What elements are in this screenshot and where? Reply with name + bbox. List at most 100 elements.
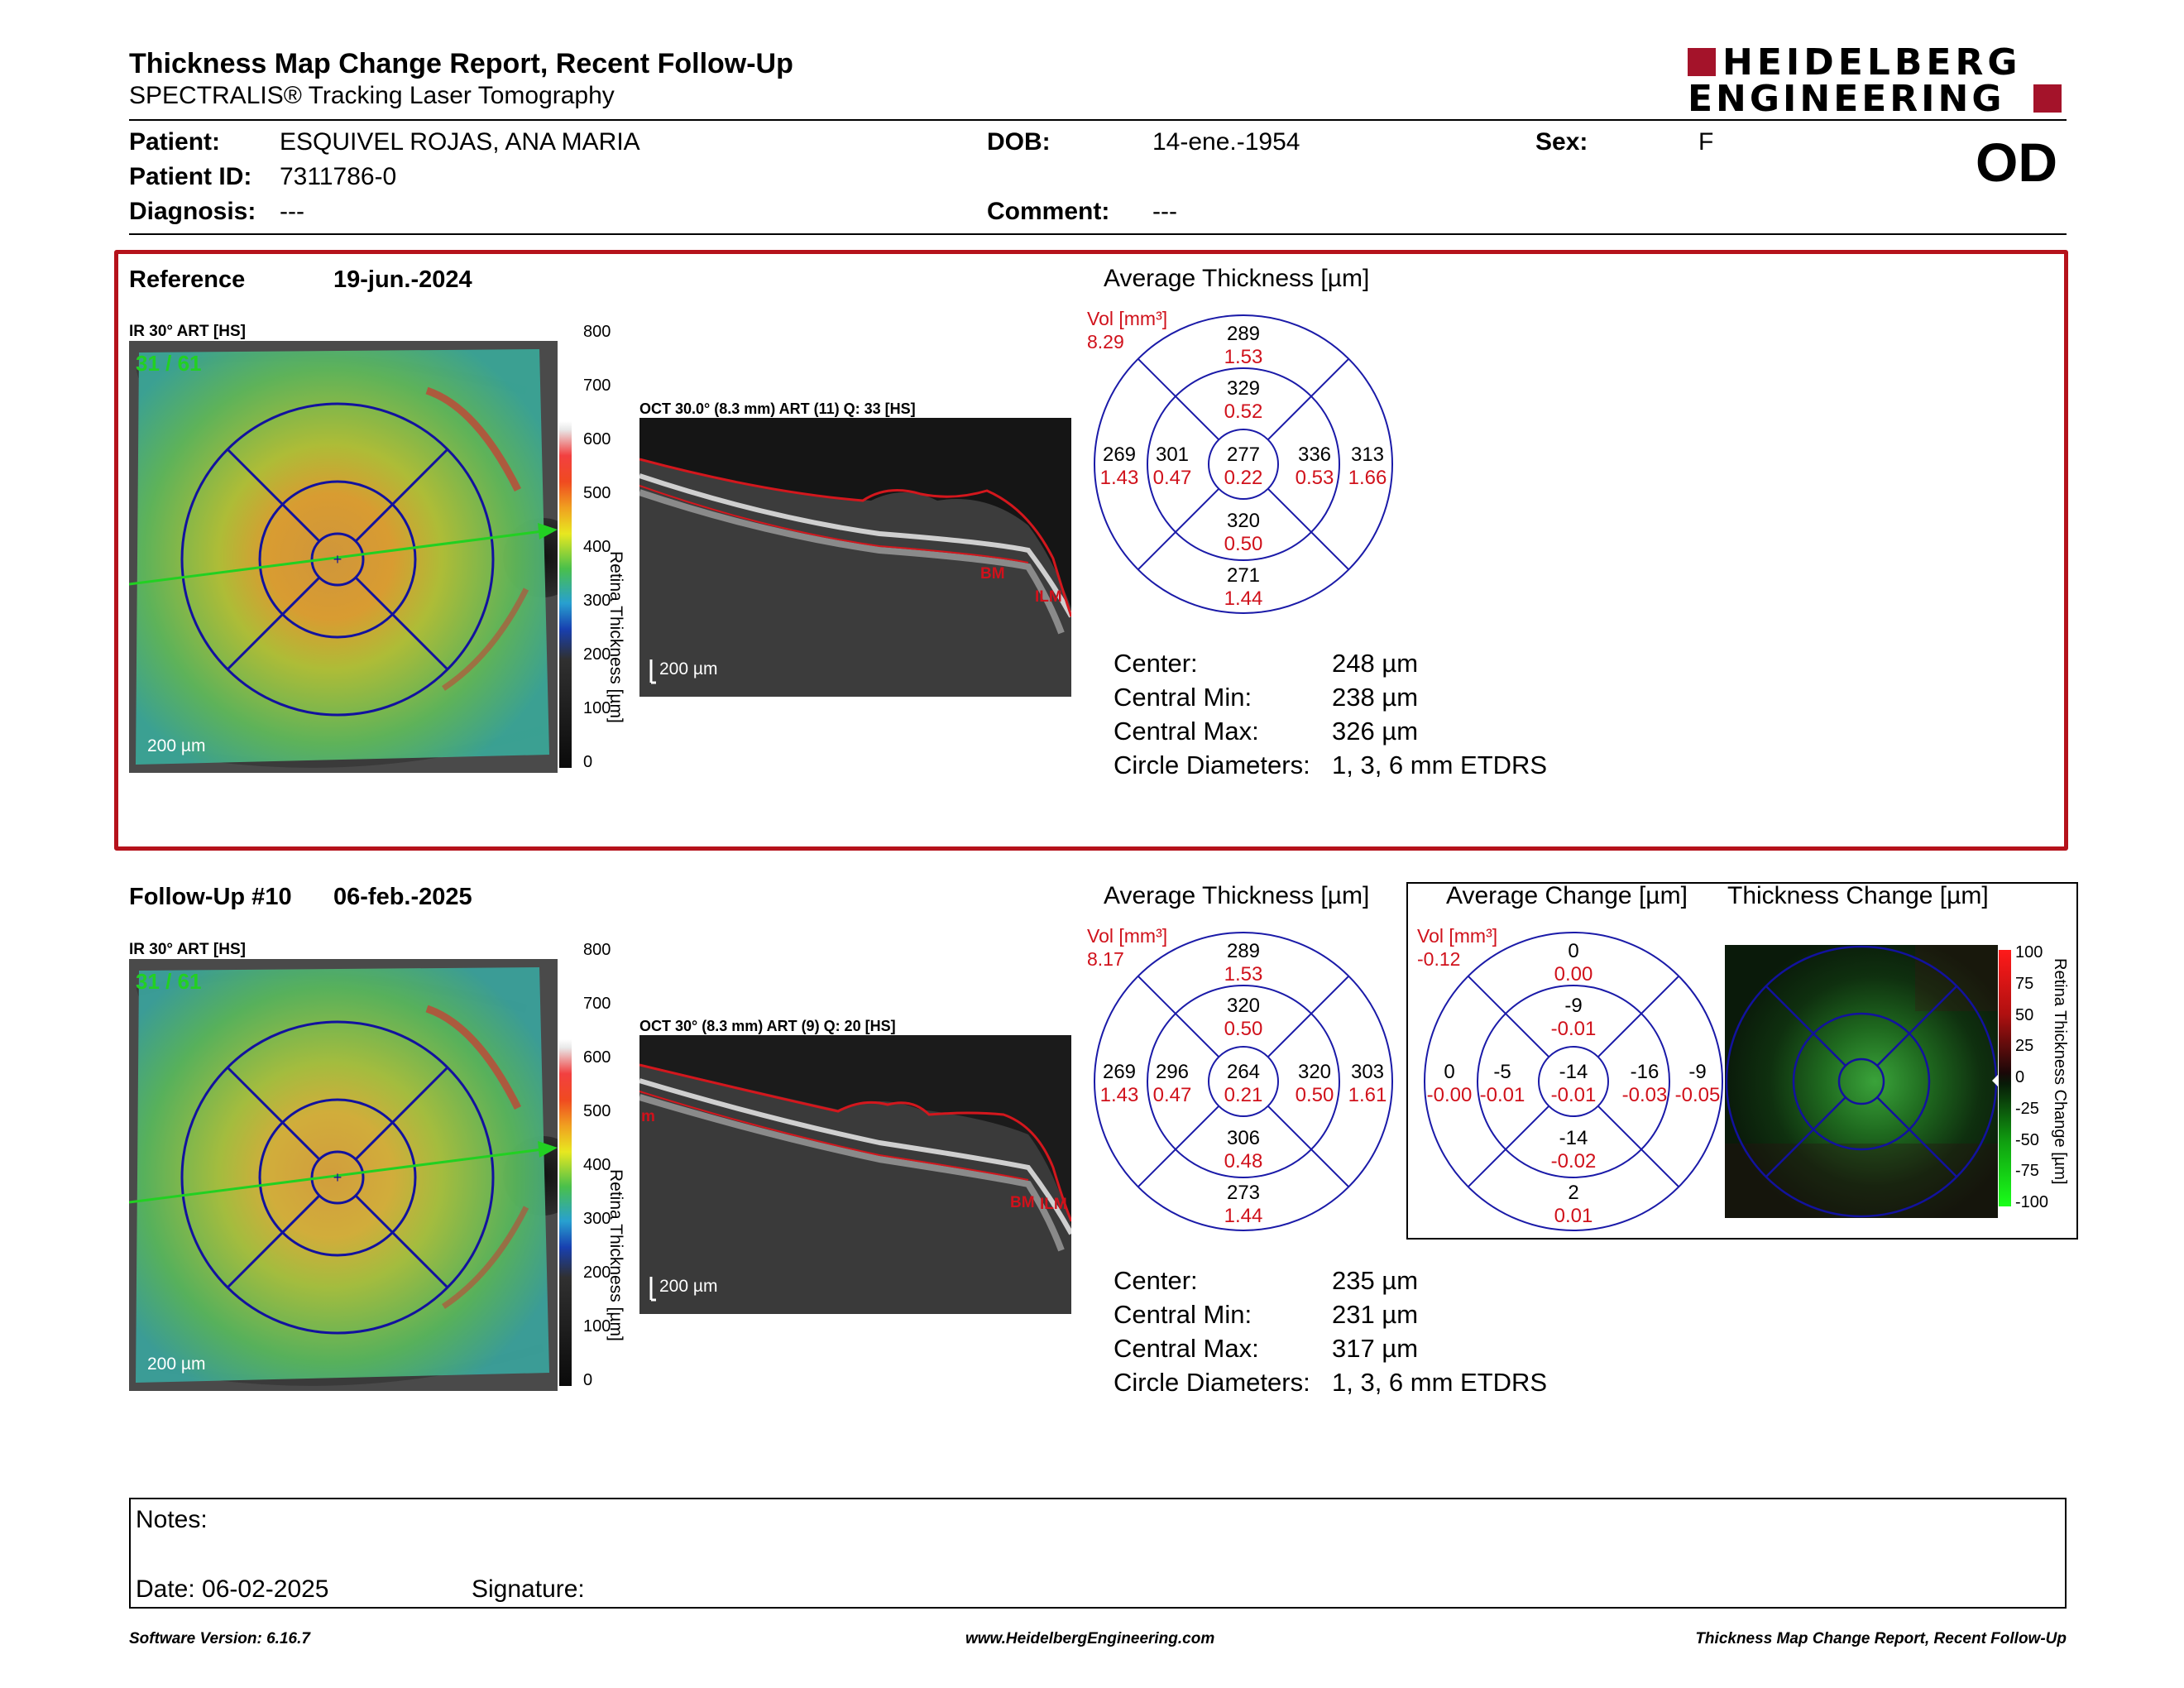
patient-divider bbox=[129, 233, 2067, 235]
followup-scan-counter: 31 / 61 bbox=[136, 969, 202, 994]
reference-vol-value: 8.29 bbox=[1087, 331, 1124, 352]
etdrs-out-i-thickness: 271 bbox=[1227, 564, 1260, 587]
colorbar-tick-label: 100 bbox=[2015, 943, 2043, 961]
etdrs-out-i-thickness: 273 bbox=[1227, 1182, 1260, 1204]
diagnosis-label: Diagnosis: bbox=[129, 198, 256, 225]
change-panel-frame bbox=[1406, 882, 2078, 1240]
followup-ir-label: IR 30° ART [HS] bbox=[129, 941, 246, 958]
colorbar-tick-label: 0 bbox=[583, 753, 593, 771]
reference-thickness-colorbar bbox=[559, 334, 572, 768]
colorbar-tick-label: 700 bbox=[583, 376, 611, 395]
reference-oct-ilm-label: ILM bbox=[1035, 588, 1062, 606]
etdrs-outer-ring bbox=[1094, 314, 1393, 614]
svg-text:+: + bbox=[333, 551, 342, 568]
followup-etdrs-grid: 264 0.21 320 0.50 306 0.48 296 0.47 320 0.50 289 1.… bbox=[1090, 928, 1397, 1240]
etdrs-c-thickness: 277 bbox=[1227, 444, 1260, 466]
header-divider bbox=[129, 119, 2067, 121]
patient-id-label: Patient ID: bbox=[129, 163, 252, 190]
etdrs-c-volume: 0.21 bbox=[1224, 1084, 1263, 1106]
diagnosis-value: --- bbox=[280, 198, 304, 225]
etdrs-in-i-thickness: -14 bbox=[1559, 1127, 1588, 1149]
colorbar-tick-label: 200 bbox=[583, 1264, 611, 1282]
followup-label: Follow-Up #10 bbox=[129, 884, 292, 910]
footer-version: Software Version: 6.16.7 bbox=[129, 1630, 310, 1647]
etdrs-out-t-thickness: 269 bbox=[1103, 444, 1136, 466]
etdrs-in-n-thickness: 336 bbox=[1298, 444, 1331, 466]
etdrs-in-t-volume: 0.47 bbox=[1153, 467, 1192, 489]
followup-min-value: 231 µm bbox=[1332, 1300, 1419, 1329]
change-colorbar-marker bbox=[1992, 1074, 1999, 1087]
etdrs-c-thickness: 264 bbox=[1227, 1061, 1260, 1083]
reference-avg-thickness-title: Average Thickness [µm] bbox=[1104, 265, 1370, 292]
footer-url[interactable]: www.HeidelbergEngineering.com bbox=[965, 1630, 1215, 1647]
reference-label: Reference bbox=[129, 266, 246, 293]
colorbar-tick-label: 50 bbox=[2015, 1005, 2034, 1024]
followup-oct-bm-label: BM bbox=[1010, 1194, 1035, 1211]
followup-oct-scale: 200 µm bbox=[659, 1277, 718, 1296]
followup-thickness-map: + 31 / 61 200 µm bbox=[129, 959, 558, 1391]
colorbar-tick-label: 500 bbox=[583, 484, 611, 502]
followup-oct-label: OCT 30° (8.3 mm) ART (9) Q: 20 [HS] bbox=[639, 1018, 896, 1034]
followup-vol-value: 8.17 bbox=[1087, 948, 1124, 970]
reference-max-value: 326 µm bbox=[1332, 717, 1419, 746]
etdrs-sector-divider bbox=[1267, 976, 1349, 1058]
etdrs-in-t-volume: 0.47 bbox=[1153, 1084, 1192, 1106]
change-avg-title: Average Change [µm] bbox=[1446, 882, 1688, 909]
etdrs-sector-divider bbox=[1468, 1105, 1550, 1187]
colorbar-tick-label: 300 bbox=[583, 592, 611, 610]
etdrs-center-ring bbox=[1208, 1046, 1279, 1117]
colorbar-tick-label: 500 bbox=[583, 1102, 611, 1120]
followup-oct-scan: m BM ILM 200 µm bbox=[639, 1035, 1071, 1314]
etdrs-out-t-volume: 1.43 bbox=[1100, 467, 1139, 489]
followup-thickness-map-image: + bbox=[129, 959, 558, 1391]
logo-text-line1: HEIDELBERG bbox=[1722, 41, 2022, 84]
notes-box[interactable] bbox=[129, 1498, 2067, 1609]
reference-max-label: Central Max: bbox=[1114, 717, 1259, 746]
colorbar-tick-label: 600 bbox=[583, 430, 611, 448]
etdrs-sector-divider bbox=[1138, 358, 1220, 441]
followup-max-label: Central Max: bbox=[1114, 1334, 1259, 1363]
etdrs-in-i-thickness: 320 bbox=[1227, 510, 1260, 532]
etdrs-outer-ring bbox=[1424, 932, 1723, 1231]
svg-text:+: + bbox=[333, 1169, 342, 1186]
followup-avg-thickness-title: Average Thickness [µm] bbox=[1104, 882, 1370, 909]
colorbar-tick-label: 100 bbox=[583, 1317, 611, 1336]
etdrs-circle-chart: -14-0.01-9-0.01-14-0.02-5-0.01-16-0.0300… bbox=[1424, 932, 1723, 1231]
etdrs-out-s-volume: 0.00 bbox=[1554, 963, 1593, 985]
etdrs-in-t-volume: -0.01 bbox=[1480, 1084, 1525, 1106]
followup-min-label: Central Min: bbox=[1114, 1300, 1252, 1329]
reference-oct-image bbox=[639, 418, 1071, 697]
colorbar-tick-label: 700 bbox=[583, 995, 611, 1013]
notes-signature[interactable]: Signature: bbox=[472, 1575, 585, 1603]
etdrs-out-i-thickness: 2 bbox=[1568, 1182, 1578, 1204]
followup-circle-value: 1, 3, 6 mm ETDRS bbox=[1332, 1368, 1548, 1397]
etdrs-in-s-thickness: 329 bbox=[1227, 377, 1260, 400]
reference-etdrs-grid: 277 0.22 329 0.52 320 0.50 301 0.47 336 0.53 289 1.… bbox=[1090, 310, 1397, 622]
etdrs-out-i-volume: 0.01 bbox=[1554, 1205, 1593, 1227]
etdrs-out-i-volume: 1.44 bbox=[1224, 587, 1263, 610]
followup-oct-image bbox=[639, 1035, 1071, 1314]
eye-indicator: OD bbox=[1976, 132, 2057, 193]
reference-oct-bm-label: BM bbox=[980, 565, 1005, 583]
etdrs-in-s-volume: -0.01 bbox=[1551, 1018, 1597, 1040]
etdrs-in-s-volume: 0.50 bbox=[1224, 1018, 1263, 1040]
etdrs-c-thickness: -14 bbox=[1559, 1061, 1588, 1083]
etdrs-circle-chart: 2770.223290.523200.503010.473360.532891.… bbox=[1094, 314, 1393, 614]
change-vol-label: Vol [mm³] bbox=[1417, 925, 1498, 947]
etdrs-inner-ring bbox=[1147, 367, 1340, 561]
etdrs-sector-divider bbox=[1138, 976, 1220, 1058]
heidelberg-logo: HEIDELBERG ENGINEERING bbox=[1688, 41, 2065, 120]
etdrs-out-t-volume: -0.00 bbox=[1427, 1084, 1473, 1106]
reference-min-value: 238 µm bbox=[1332, 683, 1419, 712]
colorbar-tick-label: 400 bbox=[583, 538, 611, 556]
reference-scan-counter: 31 / 61 bbox=[136, 351, 202, 376]
change-colorbar bbox=[1999, 950, 2011, 1206]
etdrs-sector-divider bbox=[1267, 487, 1349, 570]
reference-center-value: 248 µm bbox=[1332, 649, 1419, 678]
etdrs-out-s-thickness: 289 bbox=[1227, 323, 1260, 345]
logo-square-top bbox=[1688, 48, 1716, 76]
thickness-change-map-image bbox=[1725, 945, 1998, 1218]
etdrs-out-n-thickness: -9 bbox=[1688, 1061, 1706, 1083]
report-subtitle: SPECTRALIS® Tracking Laser Tomography bbox=[129, 82, 615, 109]
reference-circle-value: 1, 3, 6 mm ETDRS bbox=[1332, 750, 1548, 779]
